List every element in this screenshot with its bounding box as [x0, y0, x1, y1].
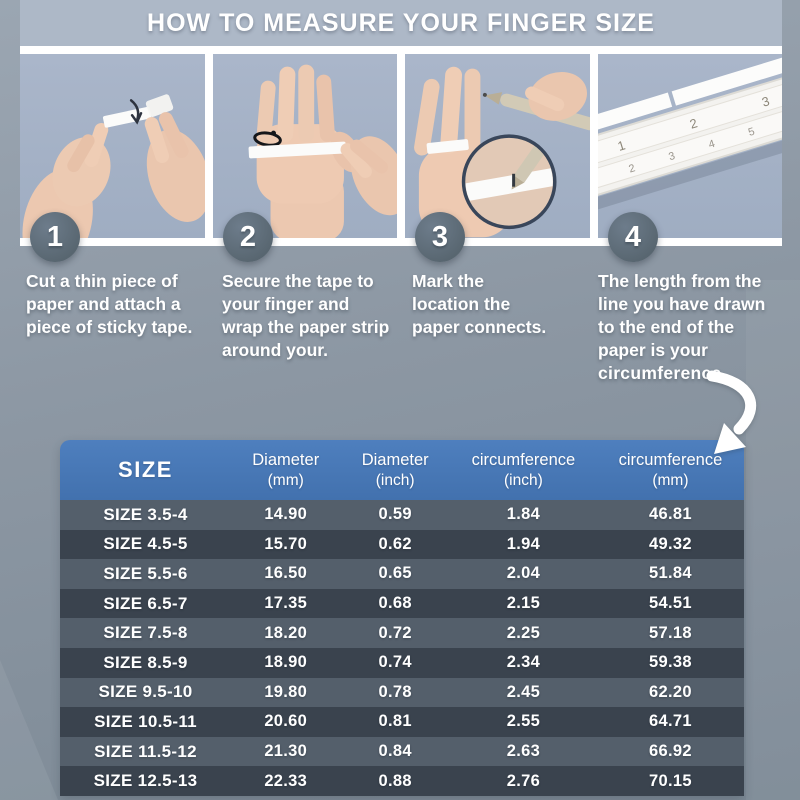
ring-size-table: SIZE Diameter (mm) Diameter (inch) circumf… [60, 440, 744, 796]
cord-ring [252, 131, 282, 147]
header-diameter-inch: Diameter (inch) [361, 451, 429, 489]
step-number-label: 1 [46, 220, 64, 253]
paper-strip [426, 139, 469, 154]
paper-strip [102, 106, 152, 128]
table-row: SIZE 3.5-4 14.90 0.59 1.84 46.81 [60, 500, 744, 530]
background-accent-triangle [0, 660, 58, 800]
step-number-label: 4 [624, 220, 642, 253]
table-row: SIZE 4.5-5 15.70 0.62 1.94 49.32 [60, 529, 744, 560]
paper-strip [248, 141, 346, 159]
hands-cutting-paper-illustration [22, 94, 205, 238]
table-row: SIZE 5.5-6 16.50 0.65 2.04 51.84 [60, 559, 744, 589]
step-number-4: 4 [608, 212, 658, 262]
table-row: SIZE 6.5-7 17.35 0.68 2.15 54.51 [60, 588, 744, 619]
curved-arrow-icon [706, 370, 756, 454]
step-number-label: 2 [239, 220, 257, 253]
step-caption-4: The length from the line you have drawn … [598, 271, 766, 384]
background-accent-strip [746, 280, 800, 800]
table-row: SIZE 10.5-11 20.60 0.81 2.55 64.71 [60, 707, 744, 737]
step-photo-1 [20, 54, 205, 238]
step-photo-2 [212, 54, 397, 238]
circumference-emphasis: circumference [598, 363, 722, 384]
header-circumference-inch: circumference (inch) [471, 451, 576, 489]
table-row: SIZE 8.5-9 18.90 0.74 2.34 59.38 [60, 647, 744, 678]
sizer-ruler-illustration: 1 2 3 1 2 3 4 5 6 [597, 54, 782, 216]
step-photos-row: 1 2 3 1 2 3 4 5 6 [20, 46, 782, 246]
svg-text:2: 2 [687, 115, 698, 131]
ruler: 1 2 3 1 2 3 4 5 6 [597, 54, 782, 216]
step-photo-3 [405, 54, 590, 238]
table-body: SIZE 3.5-4 14.90 0.59 1.84 46.81 SIZE 4.5-5 1… [60, 500, 744, 796]
header-size: SIZE [118, 457, 173, 483]
step-caption-2: Secure the tape to your finger and wrap … [222, 271, 390, 361]
svg-text:1: 1 [615, 137, 626, 153]
step-photo-4: 1 2 3 1 2 3 4 5 6 [597, 54, 782, 238]
page-title: HOW TO MEASURE YOUR FINGER SIZE [147, 8, 655, 37]
svg-text:3: 3 [667, 150, 676, 163]
sticky-tape [145, 94, 174, 117]
step-number-2: 2 [223, 212, 273, 262]
table-row: SIZE 12.5-13 22.33 0.88 2.76 70.15 [60, 766, 744, 796]
title-banner: HOW TO MEASURE YOUR FINGER SIZE [20, 0, 782, 46]
step-number-3: 3 [415, 212, 465, 262]
table-row: SIZE 7.5-8 18.20 0.72 2.25 57.18 [60, 618, 744, 648]
step-caption-3: Mark the location the paper connects. [412, 271, 547, 338]
table-row: SIZE 11.5-12 21.30 0.84 2.63 66.92 [60, 736, 744, 767]
header-diameter-mm: Diameter (mm) [252, 451, 320, 489]
step-number-1: 1 [30, 212, 80, 262]
header-circumference-mm: circumference (mm) [618, 451, 723, 489]
svg-text:2: 2 [627, 162, 636, 175]
step-caption-1: Cut a thin piece of paper and attach a p… [26, 271, 193, 338]
step-number-label: 3 [431, 220, 449, 253]
svg-text:5: 5 [746, 126, 755, 139]
svg-text:3: 3 [759, 93, 770, 109]
table-header: SIZE Diameter (mm) Diameter (inch) circumf… [60, 440, 744, 500]
svg-text:4: 4 [707, 138, 716, 151]
hand-wrapping-strip-illustration [248, 64, 397, 238]
table-row: SIZE 9.5-10 19.80 0.78 2.45 62.20 [60, 677, 744, 708]
marking-paper-illustration [414, 66, 590, 238]
